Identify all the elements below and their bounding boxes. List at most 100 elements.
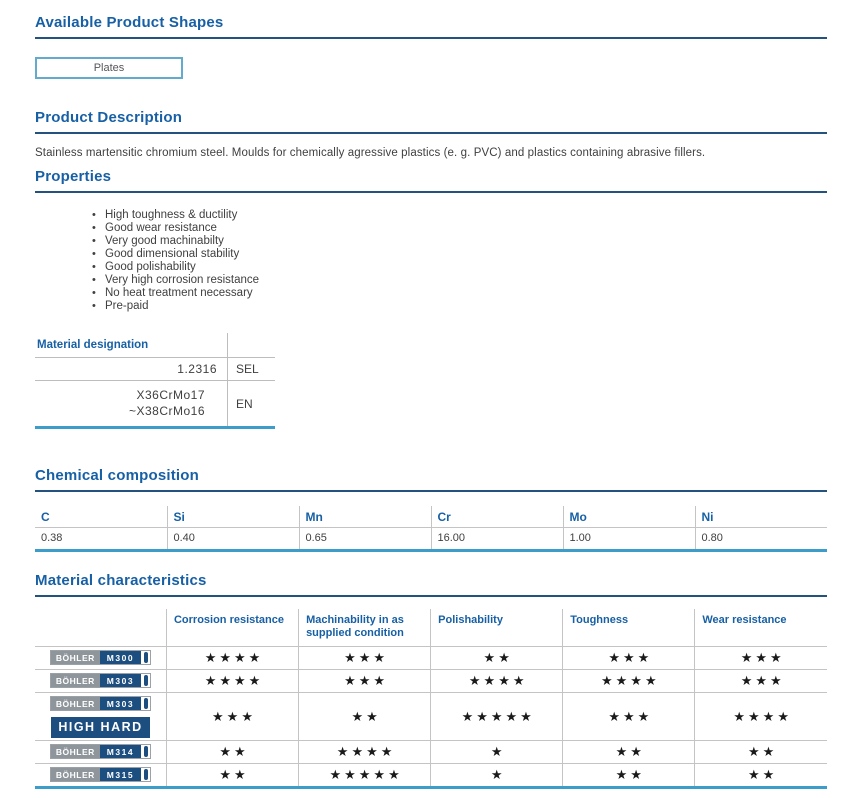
grade-badge-cell: BÖHLER M300: [35, 646, 167, 670]
star-rating: ★★: [219, 744, 249, 759]
element-value: 1.00: [563, 527, 696, 551]
grade-badge-cell: BÖHLER M315: [35, 763, 167, 788]
star-rating-cell: ★: [430, 740, 564, 764]
brand-segment: BÖHLER: [50, 768, 100, 782]
star-rating-cell: ★★★★: [562, 669, 696, 693]
designation-line: ~X38CrMo16: [128, 404, 205, 418]
element-header: C: [35, 506, 168, 528]
star-rating-cell: ★★★★: [166, 669, 300, 693]
badge-end-cap-icon: [141, 651, 151, 665]
star-rating: ★: [490, 767, 506, 782]
star-rating: ★★: [483, 650, 513, 665]
property-item: Good polishability: [92, 261, 827, 274]
star-rating-cell: ★★: [166, 740, 300, 764]
star-rating: ★★★★: [336, 744, 396, 759]
property-item: Pre-paid: [92, 300, 827, 313]
section-title-product-description: Product Description: [35, 109, 827, 134]
badge-end-cap-icon: [141, 697, 151, 711]
star-rating: ★★★★: [204, 650, 264, 665]
chemical-values-row: 0.38 0.40 0.65 16.00 1.00 0.80: [35, 527, 827, 551]
high-hard-badge: HIGH HARD: [51, 717, 150, 738]
star-rating: ★★: [615, 767, 645, 782]
material-designation-row: X36CrMo17 ~X38CrMo16 EN: [35, 381, 275, 426]
star-rating: ★★★★: [600, 673, 660, 688]
star-rating-cell: ★★★★★: [298, 763, 432, 788]
characteristic-column-header: Machinability in as supplied condition: [298, 609, 432, 647]
property-item: No heat treatment necessary: [92, 287, 827, 300]
material-designation-title: Material designation: [35, 333, 228, 357]
star-rating-cell: ★★: [562, 763, 696, 788]
star-rating: ★★★: [608, 708, 653, 724]
grade-badge-cell: BÖHLER M303 HIGH HARD: [35, 692, 167, 741]
standard-label: SEL: [236, 362, 259, 376]
star-rating-cell: ★★★★: [166, 646, 300, 670]
element-header: Si: [167, 506, 300, 528]
designation-value: 1.2316: [35, 358, 228, 380]
star-rating: ★★: [615, 744, 645, 759]
grade-badge-cell: BÖHLER M314: [35, 740, 167, 764]
element-header: Ni: [695, 506, 827, 528]
star-rating: ★★★★: [468, 673, 528, 688]
star-rating: ★★★★★: [461, 708, 535, 724]
chemical-composition-table: C Si Mn Cr Mo Ni 0.38 0.40 0.65 16.00 1.…: [35, 506, 827, 552]
star-rating: ★★★★: [204, 673, 264, 688]
star-rating: ★★★: [740, 673, 785, 688]
shape-plates-button[interactable]: Plates: [35, 57, 183, 79]
designation-value: X36CrMo17 ~X38CrMo16: [35, 381, 228, 426]
designation-line: X36CrMo17: [136, 388, 205, 402]
characteristics-row-m315: BÖHLER M315 ★★ ★★★★★ ★ ★★ ★★: [35, 763, 827, 788]
star-rating-cell: ★★★★: [430, 669, 564, 693]
star-rating-cell: ★★★: [298, 646, 432, 670]
badge-end-cap-icon: [141, 674, 151, 688]
brand-segment: BÖHLER: [50, 674, 100, 688]
star-rating-cell: ★★: [430, 646, 564, 670]
element-header: Mn: [299, 506, 432, 528]
element-value: 0.38: [35, 527, 168, 551]
star-rating-cell: ★★★: [298, 669, 432, 693]
star-rating-cell: ★★★★: [298, 740, 432, 764]
characteristics-corner-cell: [35, 609, 167, 647]
boehler-m300-badge: BÖHLER M300: [49, 650, 152, 666]
star-rating-cell: ★★: [166, 763, 300, 788]
star-rating-cell: ★: [430, 763, 564, 788]
star-rating: ★★★: [740, 650, 785, 665]
characteristic-column-header: Wear resistance: [694, 609, 827, 647]
product-description-text: Stainless martensitic chromium steel. Mo…: [35, 147, 706, 159]
material-characteristics-table: Corrosion resistance Machinability in as…: [35, 609, 827, 789]
star-rating-cell: ★★★★★: [430, 692, 564, 741]
grade-segment: M315: [99, 768, 142, 782]
badge-end-cap-icon: [141, 745, 151, 759]
characteristics-row-m300: BÖHLER M300 ★★★★ ★★★ ★★ ★★★ ★★★: [35, 646, 827, 670]
star-rating: ★★: [748, 744, 778, 759]
brand-segment: BÖHLER: [50, 745, 100, 759]
property-item: Very good machinabilty: [92, 235, 827, 248]
star-rating-cell: ★★: [298, 692, 432, 741]
star-rating: ★★: [748, 767, 778, 782]
characteristics-row-m303-high-hard: BÖHLER M303 HIGH HARD ★★★ ★★ ★★★★★ ★★★ ★★…: [35, 692, 827, 741]
characteristics-row-m303: BÖHLER M303 ★★★★ ★★★ ★★★★ ★★★★ ★★★: [35, 669, 827, 693]
standard-label: EN: [236, 396, 253, 411]
star-rating-cell: ★★★★: [694, 692, 827, 741]
element-header: Cr: [431, 506, 564, 528]
boehler-m314-badge: BÖHLER M314: [49, 744, 152, 760]
star-rating: ★: [490, 744, 506, 759]
star-rating-cell: ★★: [695, 764, 827, 788]
material-designation-header-spacer: [228, 333, 275, 357]
star-rating: ★★★★★: [329, 767, 403, 782]
shape-plates-label: Plates: [93, 62, 125, 74]
star-rating-cell: ★★★: [166, 692, 300, 741]
element-value: 0.80: [701, 532, 723, 544]
properties-list: High toughness & ductility Good wear res…: [35, 209, 827, 313]
star-rating: ★★★: [212, 708, 256, 724]
section-title-material-characteristics: Material characteristics: [35, 572, 827, 597]
boehler-m315-badge: BÖHLER M315: [49, 767, 152, 783]
star-rating-cell: ★★: [694, 740, 827, 764]
section-material-characteristics: Material characteristics Corrosion resis…: [35, 572, 827, 789]
characteristic-column-header: Polishability: [430, 609, 564, 647]
star-rating-cell: ★★★: [694, 646, 827, 670]
section-title-chemical-composition: Chemical composition: [35, 467, 827, 492]
boehler-m303-badge: BÖHLER M303: [49, 696, 152, 712]
material-designation-table: Material designation 1.2316 SEL X36CrMo1…: [35, 333, 275, 429]
star-rating-cell: ★★★: [694, 669, 827, 693]
